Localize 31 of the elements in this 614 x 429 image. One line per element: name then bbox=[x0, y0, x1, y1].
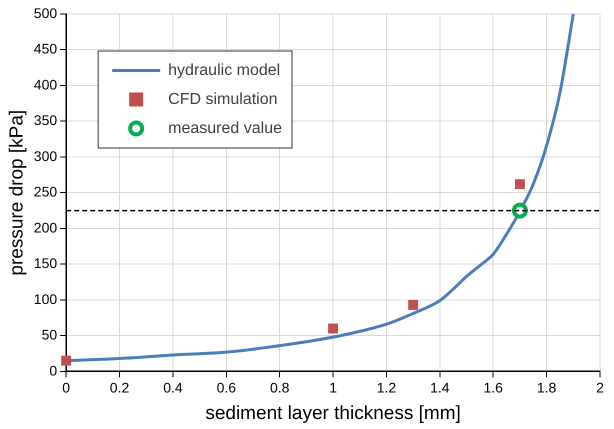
y-tick-label: 200 bbox=[34, 219, 58, 236]
y-tick-label: 50 bbox=[42, 326, 58, 343]
y-axis-title: pressure drop [kPa] bbox=[6, 110, 28, 276]
y-tick-label: 0 bbox=[49, 362, 58, 378]
point bbox=[408, 300, 418, 310]
y-tick-label: 150 bbox=[34, 255, 58, 272]
point bbox=[514, 179, 525, 190]
x-tick-label: 0.2 bbox=[110, 380, 130, 396]
legend-label: hydraulic model bbox=[168, 62, 280, 79]
y-tick-label: 400 bbox=[34, 76, 58, 92]
y-tick-label: 100 bbox=[34, 290, 58, 307]
y-tick-label: 500 bbox=[34, 4, 58, 21]
point bbox=[61, 356, 72, 366]
y-tick-label: 300 bbox=[34, 148, 58, 164]
x-tick-label: 1.6 bbox=[483, 380, 504, 396]
x-tick-label: 0.8 bbox=[270, 380, 290, 396]
y-tick-label: 250 bbox=[34, 184, 58, 200]
y-tick-label: 350 bbox=[34, 112, 58, 128]
x-tick-label: 0.6 bbox=[216, 380, 236, 396]
x-tick-label: 1.2 bbox=[376, 380, 396, 396]
legend-label: measured value bbox=[168, 120, 282, 137]
x-tick-label: 1 bbox=[329, 380, 338, 396]
y-tick-label: 450 bbox=[34, 40, 58, 57]
x-axis-title: sediment layer thickness [mm] bbox=[205, 402, 461, 424]
x-tick-label: 1.4 bbox=[430, 380, 450, 396]
x-tick-label: 1.8 bbox=[536, 380, 557, 396]
x-tick-label: 2 bbox=[596, 380, 604, 396]
legend-label: CFD simulation bbox=[168, 90, 278, 108]
point bbox=[328, 324, 338, 334]
x-tick-label: 0 bbox=[62, 380, 70, 396]
x-tick-label: 0.4 bbox=[163, 380, 183, 396]
